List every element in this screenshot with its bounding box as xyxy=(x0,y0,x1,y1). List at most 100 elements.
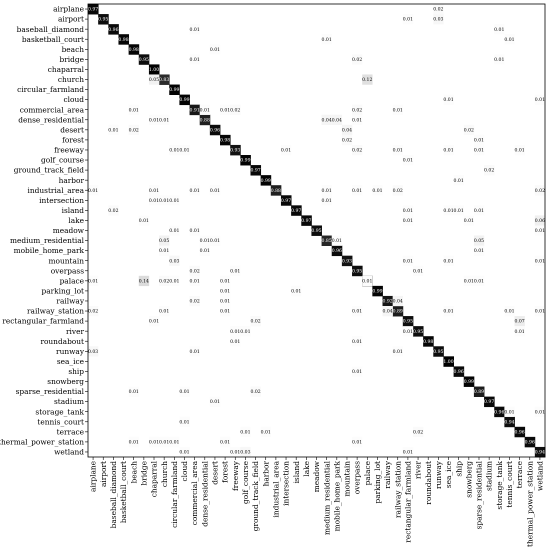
cell-value: 0.06 xyxy=(535,218,545,224)
cell-value: 0.01 xyxy=(352,339,362,345)
cell-palace-circular-farmland xyxy=(169,275,180,287)
cell-value: 0.01 xyxy=(159,198,169,204)
x-tick-label-church: church xyxy=(160,461,169,487)
cell-palace-palace xyxy=(362,275,373,287)
cell-parking-lot-forest xyxy=(220,285,231,297)
x-tick-label-mobile-home-park: mobile_home_park xyxy=(332,460,341,531)
y-tick-label-intersection: intersection xyxy=(39,196,84,205)
cell-value-diagonal: 0.89 xyxy=(393,309,403,315)
cell-value-diagonal: 0.95 xyxy=(352,268,362,274)
cell-island-sparse-residential xyxy=(473,205,485,216)
cell-commercial-area-overpass xyxy=(352,104,363,115)
cell-meadow-commercial-area xyxy=(189,225,200,236)
cell-value: 0.01 xyxy=(129,107,139,113)
cell-value-diagonal: 0.98 xyxy=(423,339,433,345)
cell-thermal-power-station-church xyxy=(159,436,170,448)
cell-railway-station-railway xyxy=(382,306,393,317)
cell-value: 0.01 xyxy=(443,97,453,103)
cell-value-diagonal: 1.00 xyxy=(149,67,159,73)
cell-railway-railway xyxy=(382,295,394,307)
cell-wetland-golf-course xyxy=(240,446,251,458)
cell-snowberg-snowberg xyxy=(463,376,475,387)
cell-value-diagonal: 0.88 xyxy=(271,188,281,194)
cell-wetland-rectangular-farmland xyxy=(402,446,414,458)
cell-value: 0.01 xyxy=(322,37,332,43)
cell-value-diagonal: 0.96 xyxy=(108,27,118,33)
cell-value: 0.01 xyxy=(240,329,250,335)
cell-value: 0.01 xyxy=(129,440,139,446)
y-tick-label-runway: runway xyxy=(56,347,85,356)
cell-value: 0.01 xyxy=(149,440,159,446)
y-tick-label-island: island xyxy=(62,206,85,215)
cell-bridge-commercial-area xyxy=(189,54,200,65)
cell-medium-residential-medium-residential xyxy=(321,235,333,246)
cell-beach-desert xyxy=(209,44,221,55)
cell-desert-desert xyxy=(209,124,221,136)
cell-basketball-court-tennis-court xyxy=(504,34,515,45)
cell-value: 0.07 xyxy=(514,319,524,325)
y-tick-label-ground-track-field: ground_track_field xyxy=(14,166,85,175)
cell-value: 0.01 xyxy=(504,37,514,43)
x-tick-label-golf-course: golf_course xyxy=(241,461,250,504)
cell-value: 0.01 xyxy=(210,399,220,405)
cell-airport-airport xyxy=(98,14,109,25)
cell-value-diagonal: 0.94 xyxy=(504,419,514,425)
x-tick-label-airport: airport xyxy=(99,461,108,487)
cell-stadium-stadium xyxy=(484,396,495,408)
cell-value: 0.01 xyxy=(332,238,342,244)
cell-value: 0.01 xyxy=(474,208,484,214)
x-tick-label-desert: desert xyxy=(211,461,220,485)
x-tick-label-lake: lake xyxy=(302,461,311,477)
y-tick-label-sparse-residential: sparse_residential xyxy=(16,387,85,396)
cell-palace-airplane xyxy=(88,275,99,287)
cell-value: 0.01 xyxy=(159,440,169,446)
cell-value: 0.01 xyxy=(474,278,484,284)
cell-baseball-diamond-baseball-diamond xyxy=(108,24,119,35)
y-tick-label-river: river xyxy=(66,327,84,336)
cell-railway-station-wetland xyxy=(534,306,546,317)
x-tick-label-cloud: cloud xyxy=(180,461,189,482)
y-tick-label-parking-lot: parking_lot xyxy=(42,287,85,296)
x-tick-label-baseball-diamond: baseball_diamond xyxy=(109,461,118,529)
cell-value: 0.04 xyxy=(382,309,392,315)
cell-value: 0.01 xyxy=(281,148,291,154)
cell-palace-forest xyxy=(220,275,231,287)
y-tick-label-golf-course: golf_course xyxy=(41,156,84,165)
cell-sea-ice-sea-ice xyxy=(443,356,454,367)
cell-value: 0.01 xyxy=(261,429,271,435)
cell-meadow-wetland xyxy=(534,225,546,236)
cell-medium-residential-dense-residential xyxy=(199,235,211,246)
x-tick-label-commercial-area: commercial_area xyxy=(190,460,199,525)
cell-value: 0.01 xyxy=(88,188,98,194)
cell-commercial-area-forest xyxy=(220,104,231,115)
y-tick-label-ship: ship xyxy=(68,367,84,376)
cell-value: 0.01 xyxy=(230,329,240,335)
cell-value: 0.01 xyxy=(179,148,189,154)
cell-value: 0.01 xyxy=(403,208,413,214)
cell-desert-baseball-diamond xyxy=(108,124,119,136)
y-tick-label-railway-station: railway_station xyxy=(27,307,84,316)
cell-value: 0.01 xyxy=(352,369,362,375)
cell-value: 0.05 xyxy=(159,238,169,244)
cell-value: 0.01 xyxy=(474,248,484,254)
cell-value: 0.03 xyxy=(169,258,179,264)
x-tick-label-overpass: overpass xyxy=(353,461,362,494)
cell-railway-station-church xyxy=(159,306,170,317)
cell-dense-residential-chaparral xyxy=(148,114,160,125)
cell-value: 0.01 xyxy=(393,349,403,355)
x-tick-label-circular-farmland: circular_farmland xyxy=(170,461,179,528)
y-tick-label-mobile-home-park: mobile_home_park xyxy=(14,246,85,255)
cell-value: 0.01 xyxy=(454,178,464,184)
cell-value-diagonal: 0.97 xyxy=(484,399,494,405)
cell-value: 0.01 xyxy=(149,198,159,204)
cell-value: 0.01 xyxy=(210,238,220,244)
cell-value: 0.01 xyxy=(220,299,230,305)
y-tick-label-stadium: stadium xyxy=(54,397,84,406)
cell-value: 0.01 xyxy=(108,127,118,133)
cell-value: 0.14 xyxy=(139,278,149,284)
x-tick-label-harbor: harbor xyxy=(261,461,270,487)
y-tick-label-wetland: wetland xyxy=(54,448,84,457)
cell-palace-bridge xyxy=(138,275,150,287)
cell-railway-station-tennis-court xyxy=(504,306,515,317)
cell-airport-runway xyxy=(433,14,444,25)
